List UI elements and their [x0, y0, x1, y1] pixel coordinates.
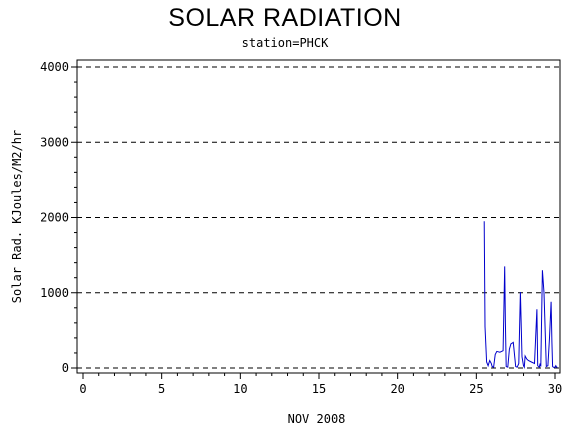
series-line-0 [483, 221, 558, 369]
y-tick-label-0: 0 [62, 361, 69, 375]
chart-title: SOLAR RADIATION [168, 4, 402, 32]
x-tick-label-30: 30 [548, 382, 562, 396]
x-tick-label-10: 10 [233, 382, 247, 396]
y-tick-label-3000: 3000 [40, 135, 69, 149]
x-tick-label-15: 15 [312, 382, 326, 396]
x-tick-label-5: 5 [158, 382, 165, 396]
x-tick-label-25: 25 [469, 382, 483, 396]
grid-lines [77, 66, 560, 369]
x-axis: 0 5 10 15 20 25 30 [79, 373, 562, 396]
plot-frame [76, 59, 561, 374]
y-tick-label-2000: 2000 [40, 211, 69, 225]
x-tick-label-20: 20 [390, 382, 404, 396]
y-tick-label-4000: 4000 [40, 60, 69, 74]
series-layer [483, 221, 558, 369]
x-tick-label-0: 0 [79, 382, 86, 396]
y-axis-label: Solar Rad. KJoules/M2/hr [10, 130, 24, 303]
chart-subtitle: station=PHCK [241, 36, 329, 50]
y-axis: 0 1000 2000 3000 4000 [40, 60, 77, 375]
y-tick-label-1000: 1000 [40, 286, 69, 300]
x-axis-label: NOV 2008 [288, 412, 346, 426]
